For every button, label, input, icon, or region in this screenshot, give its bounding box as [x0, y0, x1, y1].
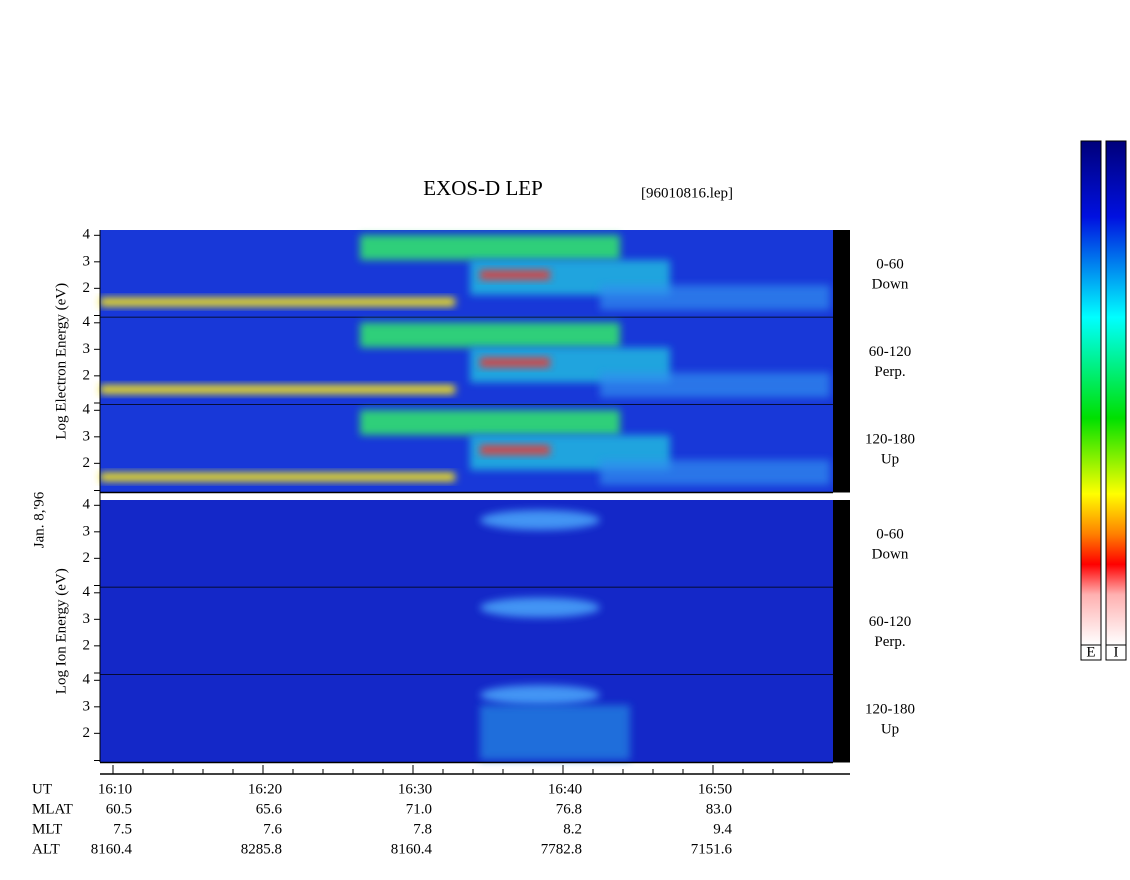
row-value: 8160.4: [391, 841, 433, 857]
spectrum-texture: [480, 445, 550, 455]
row-value: 7782.8: [541, 841, 582, 857]
spectrum-texture: [480, 357, 550, 368]
x-tick-label: 16:20: [248, 781, 282, 797]
spectrogram-panel: [100, 587, 833, 675]
row-value: 76.8: [556, 801, 582, 817]
data-gap: [833, 317, 850, 405]
y-tick-label: 2: [83, 637, 91, 653]
row-value: 65.6: [256, 801, 283, 817]
pitch-label: 60-120: [869, 344, 912, 360]
spectrum-texture: [600, 372, 830, 398]
row-value: 60.5: [106, 801, 132, 817]
x-tick-label: 16:10: [98, 781, 132, 797]
direction-label: Down: [872, 546, 909, 562]
row-value: 7151.6: [691, 841, 733, 857]
spectrum-texture: [100, 472, 455, 482]
y-tick-label: 3: [83, 611, 91, 627]
colorbar-label: I: [1114, 644, 1119, 660]
y-tick-label: 2: [83, 280, 91, 296]
colorbar: [1105, 140, 1127, 646]
colorbar: [1080, 140, 1102, 646]
y-tick-label: 2: [83, 725, 91, 741]
pitch-label: 0-60: [876, 256, 904, 272]
y-tick-label: 3: [83, 698, 91, 714]
row-value: 7.6: [263, 821, 282, 837]
row-value: 8285.8: [241, 841, 282, 857]
row-value: 83.0: [706, 801, 732, 817]
spectrum-texture: [100, 297, 455, 307]
y-tick-label: 3: [83, 253, 91, 269]
pitch-label: 120-180: [865, 431, 915, 447]
chart-title: EXOS-D LEP: [423, 176, 543, 200]
row-label: MLT: [32, 821, 62, 837]
spectrogram-panel: [100, 500, 833, 588]
spectrum-texture: [600, 285, 830, 310]
y-tick-label: 4: [83, 497, 91, 513]
row-label: MLAT: [32, 801, 73, 817]
spectrum-texture: [480, 270, 550, 280]
row-value: 8.2: [563, 821, 582, 837]
pitch-label: 60-120: [869, 614, 912, 630]
spectrum-texture: [480, 685, 600, 705]
spectrum-texture: [480, 705, 630, 760]
x-tick-label: 16:50: [698, 781, 732, 797]
row-value: 9.4: [713, 821, 732, 837]
data-gap: [833, 500, 850, 588]
y-axis-label: Log Ion Energy (eV): [53, 568, 69, 694]
x-tick-label: 16:30: [398, 781, 432, 797]
colorbar-box: [1105, 644, 1127, 661]
row-value: 71.0: [406, 801, 432, 817]
y-tick-label: 2: [83, 367, 91, 383]
y-tick-label: 4: [83, 314, 91, 330]
x-tick-label: 16:40: [548, 781, 582, 797]
spectrum-texture: [360, 410, 620, 435]
pitch-label: 0-60: [876, 526, 904, 542]
direction-label: Up: [881, 721, 899, 737]
spectrum-texture: [100, 385, 455, 394]
row-value: 7.5: [113, 821, 132, 837]
y-tick-label: 4: [83, 584, 91, 600]
row-value: 7.8: [413, 821, 432, 837]
data-gap: [833, 587, 850, 675]
spectrum-texture: [600, 460, 830, 485]
direction-label: Perp.: [874, 634, 905, 650]
y-tick-label: 4: [83, 672, 91, 688]
y-tick-label: 3: [83, 428, 91, 444]
spectrum-texture: [360, 235, 620, 260]
pitch-label: 120-180: [865, 701, 915, 717]
data-gap: [833, 230, 850, 318]
file-label: [96010816.lep]: [641, 185, 733, 201]
row-label: ALT: [32, 841, 60, 857]
y-tick-label: 3: [83, 341, 91, 357]
colorbar-label: E: [1086, 644, 1095, 660]
data-gap: [833, 405, 850, 493]
row-label: UT: [32, 781, 52, 797]
y-tick-label: 3: [83, 523, 91, 539]
spectrum-texture: [480, 510, 600, 530]
spectrum-texture: [360, 322, 620, 348]
y-axis-label: Log Electron Energy (eV): [53, 283, 69, 440]
row-value: 8160.4: [91, 841, 133, 857]
y-tick-label: 2: [83, 455, 91, 471]
y-tick-label: 4: [83, 402, 91, 418]
direction-label: Down: [872, 276, 909, 292]
y-tick-label: 4: [83, 227, 91, 243]
date-label: Jan. 8,'96: [31, 491, 47, 548]
data-gap: [833, 675, 850, 763]
direction-label: Up: [881, 451, 899, 467]
direction-label: Perp.: [874, 364, 905, 380]
colorbar-box: [1080, 644, 1102, 661]
y-tick-label: 2: [83, 550, 91, 566]
spectrum-texture: [480, 597, 600, 618]
spectrogram-panel: [100, 675, 833, 763]
